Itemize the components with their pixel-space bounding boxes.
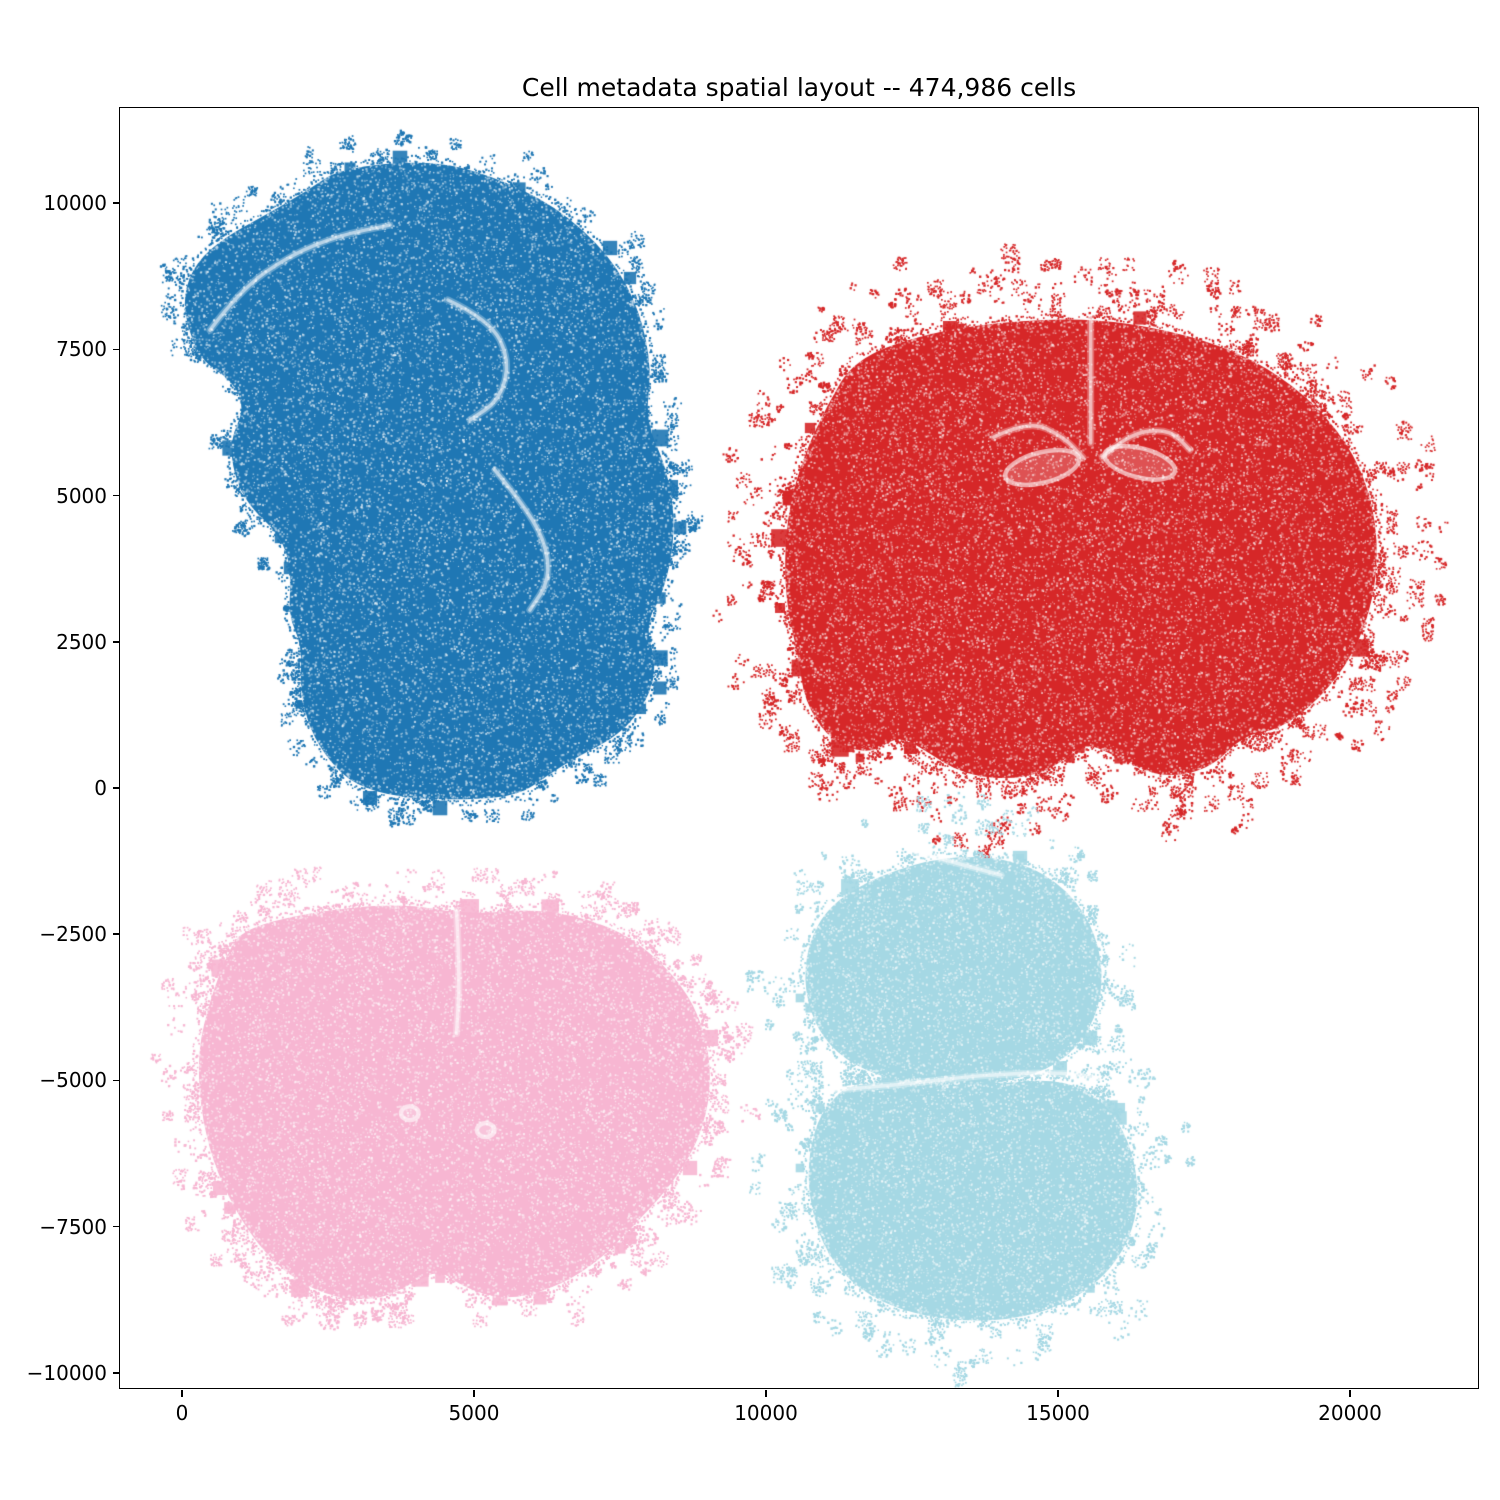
- y-tick-label: 10000: [43, 191, 107, 216]
- x-tick-label: 20000: [1318, 1401, 1382, 1425]
- y-tick-mark: [113, 1079, 120, 1082]
- y-tick-label: 5000: [56, 483, 107, 508]
- y-tick-mark: [113, 202, 120, 204]
- x-tick-label: 15000: [1026, 1401, 1090, 1425]
- x-tick-mark: [765, 1390, 767, 1397]
- y-tick-label: 2500: [56, 629, 107, 654]
- y-tick-label: 7500: [56, 337, 107, 362]
- y-tick-mark: [113, 1371, 120, 1374]
- x-tick-label: 0: [175, 1401, 189, 1425]
- x-tick-mark: [1349, 1390, 1351, 1397]
- x-tick-mark: [473, 1390, 475, 1397]
- y-tick-label: −7500: [39, 1214, 107, 1239]
- y-tick-mark: [113, 348, 120, 351]
- y-tick-label: −2500: [39, 922, 107, 947]
- y-tick-label: 0: [94, 776, 107, 800]
- y-tick-label: −5000: [39, 1068, 107, 1093]
- y-tick-mark: [113, 641, 120, 643]
- y-tick-mark: [113, 1225, 120, 1228]
- y-tick-mark: [113, 494, 120, 497]
- x-tick-label: 5000: [448, 1401, 500, 1425]
- x-tick-label: 10000: [734, 1401, 798, 1425]
- scatter-canvas: [120, 108, 1478, 1388]
- x-tick-mark: [1057, 1390, 1059, 1397]
- y-tick-label: −10000: [26, 1360, 107, 1385]
- y-tick-mark: [113, 787, 120, 789]
- x-tick-mark: [181, 1390, 183, 1397]
- chart-title: Cell metadata spatial layout -- 474,986 …: [521, 73, 1077, 102]
- plot-area: [119, 107, 1479, 1389]
- y-tick-mark: [113, 933, 120, 935]
